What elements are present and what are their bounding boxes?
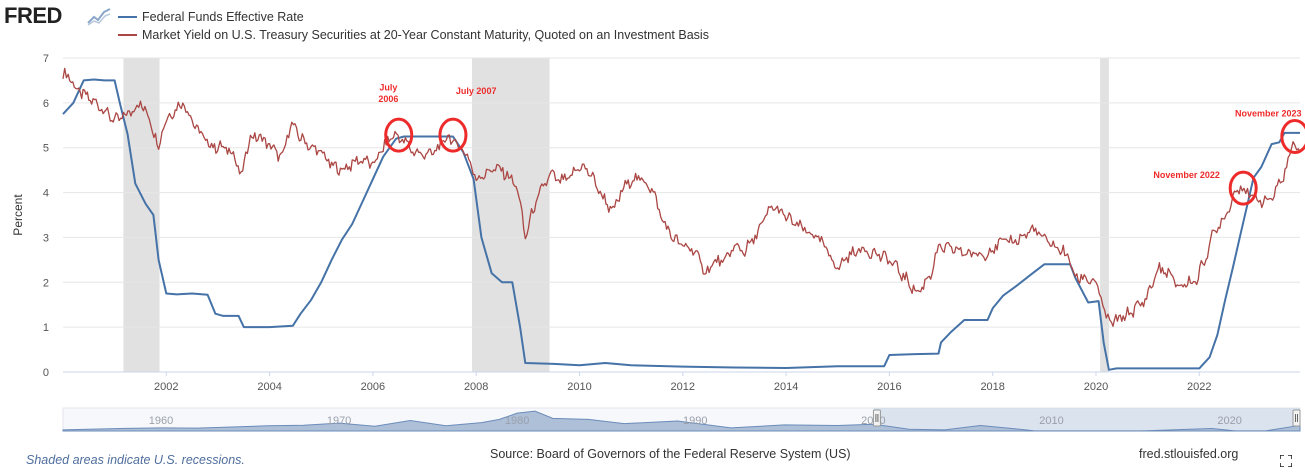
x-tick-label-2022: 2022 <box>1187 381 1211 393</box>
navigator-tick-1990: 1990 <box>683 415 707 427</box>
fred-logo[interactable]: FRED <box>4 3 62 28</box>
navigator-tick-2020: 2020 <box>1217 415 1241 427</box>
annotation-label-1: July 2007 <box>456 86 497 96</box>
x-tick-label-2012: 2012 <box>671 381 695 393</box>
legend-label-fedfunds: Federal Funds Effective Rate <box>142 10 304 24</box>
recession-band-1 <box>472 58 550 372</box>
fred-url-link[interactable]: fred.stlouisfed.org <box>1139 447 1239 461</box>
legend-label-treasury: Market Yield on U.S. Treasury Securities… <box>142 28 709 42</box>
y-tick-label-4: 4 <box>43 188 49 200</box>
y-tick-label-2: 2 <box>43 277 49 289</box>
navigator-handle-left[interactable] <box>872 409 881 427</box>
line-chart: 0 1 2 3 4 5 6 7 Percent 2002 2004 2006 2008 2010 2012 2… <box>11 53 1305 432</box>
chart-header: FRED Federal Funds Effective Rate Market… <box>0 0 1305 50</box>
plot-area <box>63 58 1300 372</box>
source-text: Source: Board of Governors of the Federa… <box>490 447 851 461</box>
y-tick-label-7: 7 <box>43 53 49 65</box>
series-line-treasury[interactable] <box>62 67 1301 327</box>
y-tick-label-0: 0 <box>43 367 49 379</box>
legend-swatch-treasury <box>118 34 137 36</box>
recession-note: Shaded areas indicate U.S. recessions. <box>26 453 245 467</box>
chart-legend: Federal Funds Effective Rate Market Yiel… <box>118 8 709 44</box>
x-tick-label-2016: 2016 <box>877 381 901 393</box>
x-tick-label-2004: 2004 <box>257 381 281 393</box>
navigator-tick-2010: 2010 <box>1039 415 1063 427</box>
y-tick-label-5: 5 <box>43 143 49 155</box>
x-tick-label-2008: 2008 <box>464 381 488 393</box>
navigator-tick-1960: 1960 <box>149 415 173 427</box>
x-tick-label-2014: 2014 <box>774 381 798 393</box>
recession-band-2 <box>1100 58 1109 372</box>
y-tick-label-1: 1 <box>43 322 49 334</box>
navigator-handle-right[interactable] <box>1292 409 1301 427</box>
y-tick-label-6: 6 <box>43 98 49 110</box>
x-tick-label-2010: 2010 <box>567 381 591 393</box>
fullscreen-icon[interactable] <box>1280 455 1292 467</box>
legend-swatch-fedfunds <box>118 16 137 18</box>
x-tick-label-2002: 2002 <box>154 381 178 393</box>
navigator-tick-1970: 1970 <box>327 415 351 427</box>
annotation-label-0: July <box>379 82 397 92</box>
legend-item-fedfunds[interactable]: Federal Funds Effective Rate <box>118 8 709 26</box>
x-tick-label-2018: 2018 <box>980 381 1004 393</box>
navigator-series <box>62 410 1301 432</box>
annotation-circle-0 <box>384 117 414 153</box>
x-tick-label-2006: 2006 <box>361 381 385 393</box>
annotation-circle-1 <box>438 117 468 153</box>
navigator-tick-1980: 1980 <box>505 415 529 427</box>
x-tick-label-2020: 2020 <box>1084 381 1108 393</box>
annotation-circle-2 <box>1228 170 1258 206</box>
chart-trend-icon <box>86 6 112 26</box>
annotation-label-0-year: 2006 <box>378 94 398 104</box>
legend-item-treasury[interactable]: Market Yield on U.S. Treasury Securities… <box>118 26 709 44</box>
annotation-label-2: November 2022 <box>1153 170 1220 180</box>
annotation-label-3: November 2023 <box>1235 108 1302 118</box>
y-axis-label: Percent <box>11 194 25 236</box>
series-line-fedfunds[interactable] <box>62 78 1300 371</box>
annotation-circle-3 <box>1280 119 1305 154</box>
y-tick-label-3: 3 <box>43 232 49 244</box>
